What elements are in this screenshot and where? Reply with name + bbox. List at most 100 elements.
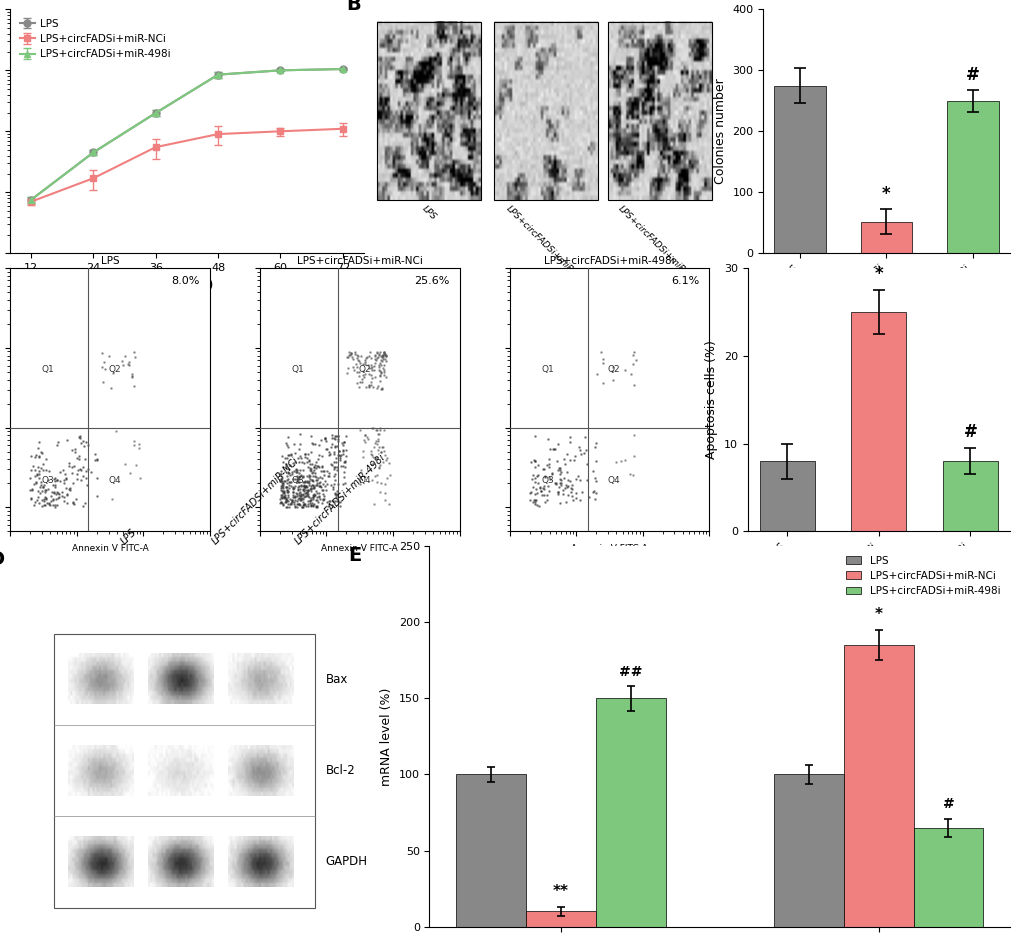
Point [336,475,353,490]
Point [299,474,315,489]
Point [290,496,307,511]
Point [549,487,566,502]
Point [361,379,377,394]
Point [49,473,65,488]
Point [33,475,49,490]
Point [624,348,640,363]
Point [97,362,113,377]
Point [625,428,641,443]
Point [348,359,365,374]
Point [305,491,321,506]
Bar [54,634,315,908]
Point [338,365,355,380]
Point [290,478,307,493]
Point [279,430,296,445]
Title: LPS: LPS [101,256,119,266]
Point [34,492,50,507]
Point [30,460,46,475]
Point [306,488,322,503]
Point [297,446,313,461]
Point [381,456,397,471]
Point [302,469,318,484]
Point [370,443,386,458]
Point [329,431,345,446]
Point [286,478,303,493]
Point [538,488,554,503]
Point [274,483,290,498]
Point [357,435,373,450]
Point [377,347,393,362]
Point [35,479,51,494]
Point [552,464,569,479]
Point [311,438,327,453]
Point [283,466,300,481]
Point [527,496,543,511]
Point [47,499,63,514]
Point [302,472,318,487]
Point [343,350,360,365]
Point [289,482,306,497]
Point [527,471,543,486]
Point [76,451,93,466]
Point [305,437,321,452]
Point [371,367,387,382]
Point [335,470,352,485]
Point [64,496,81,511]
Point [305,478,321,493]
Point [28,475,44,490]
Point [29,475,45,490]
Point [376,357,392,372]
Point [274,490,290,505]
Point [301,477,317,492]
Point [47,480,63,495]
Point [26,462,43,477]
Point [273,448,289,463]
Point [47,497,63,512]
Point [68,450,85,465]
Point [548,454,565,469]
Point [312,464,328,479]
Point [587,435,603,450]
Point [277,461,293,475]
Point [277,491,293,506]
Point [277,457,293,472]
Point [42,498,58,513]
Point [330,429,346,444]
Point [373,380,389,395]
Point [316,463,332,478]
Point [119,357,136,372]
Point [351,368,367,383]
Point [337,454,354,469]
Point [284,485,301,500]
Point [123,369,140,384]
Text: *: * [873,265,882,283]
Point [297,479,313,494]
Point [545,441,561,456]
Point [366,348,382,363]
Point [283,464,300,479]
Point [43,489,59,504]
Point [303,478,319,493]
Point [30,440,46,455]
Point [38,451,54,466]
Text: LPS+circFADSi+miR-498i: LPS+circFADSi+miR-498i [616,204,703,291]
Point [311,475,327,490]
Point [566,453,582,468]
Point [273,484,289,499]
Point [364,472,380,487]
Point [526,453,542,468]
Point [309,493,325,508]
Point [278,500,294,515]
Point [312,432,328,447]
Point [376,345,392,360]
Point [87,446,103,461]
Point [276,495,292,510]
Point [333,435,350,450]
Point [527,482,543,497]
Point [377,486,393,501]
Point [373,353,389,368]
Y-axis label: Colonies number: Colonies number [713,79,727,184]
Point [41,496,57,511]
Point [308,469,324,484]
Point [280,493,297,508]
